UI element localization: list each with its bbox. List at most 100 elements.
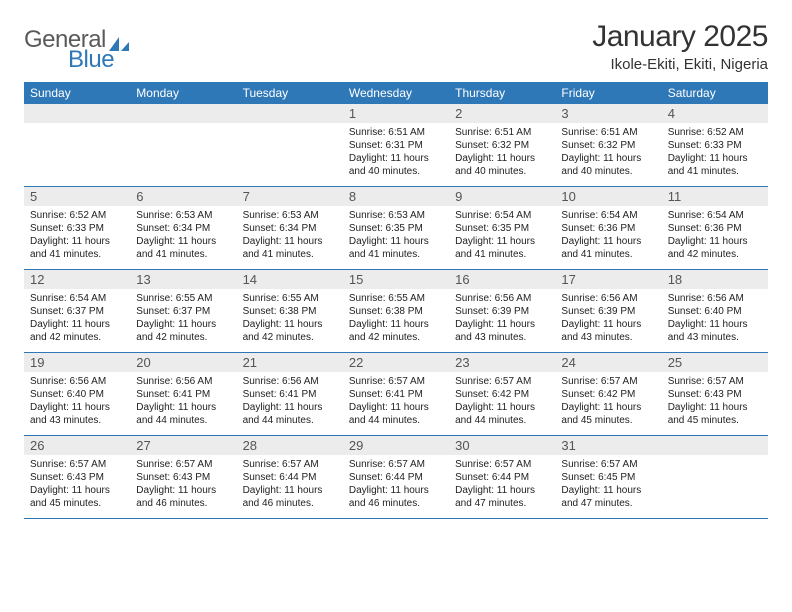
- sunset-text: Sunset: 6:41 PM: [136, 388, 230, 401]
- day-body: Sunrise: 6:57 AMSunset: 6:44 PMDaylight:…: [449, 455, 555, 518]
- week-row: 19Sunrise: 6:56 AMSunset: 6:40 PMDayligh…: [24, 353, 768, 436]
- week-row: 26Sunrise: 6:57 AMSunset: 6:43 PMDayligh…: [24, 436, 768, 519]
- dow-cell: Sunday: [24, 82, 130, 104]
- day-body: Sunrise: 6:55 AMSunset: 6:38 PMDaylight:…: [237, 289, 343, 352]
- daylight-text: Daylight: 11 hours and 41 minutes.: [668, 152, 762, 178]
- day-number: 22: [343, 353, 449, 372]
- sunset-text: Sunset: 6:39 PM: [455, 305, 549, 318]
- sunset-text: Sunset: 6:40 PM: [30, 388, 124, 401]
- sunrise-text: Sunrise: 6:56 AM: [30, 375, 124, 388]
- day-body: Sunrise: 6:54 AMSunset: 6:37 PMDaylight:…: [24, 289, 130, 352]
- daylight-text: Daylight: 11 hours and 47 minutes.: [455, 484, 549, 510]
- day-number: 4: [662, 104, 768, 123]
- sunset-text: Sunset: 6:41 PM: [243, 388, 337, 401]
- day-number: 10: [555, 187, 661, 206]
- sunrise-text: Sunrise: 6:52 AM: [30, 209, 124, 222]
- day-cell: 26Sunrise: 6:57 AMSunset: 6:43 PMDayligh…: [24, 436, 130, 518]
- day-number: [237, 104, 343, 123]
- daylight-text: Daylight: 11 hours and 41 minutes.: [349, 235, 443, 261]
- sunrise-text: Sunrise: 6:57 AM: [349, 458, 443, 471]
- daylight-text: Daylight: 11 hours and 44 minutes.: [243, 401, 337, 427]
- sunrise-text: Sunrise: 6:51 AM: [349, 126, 443, 139]
- daylight-text: Daylight: 11 hours and 42 minutes.: [668, 235, 762, 261]
- day-cell: 13Sunrise: 6:55 AMSunset: 6:37 PMDayligh…: [130, 270, 236, 352]
- daylight-text: Daylight: 11 hours and 45 minutes.: [30, 484, 124, 510]
- day-number: 5: [24, 187, 130, 206]
- day-number: 23: [449, 353, 555, 372]
- day-body: Sunrise: 6:56 AMSunset: 6:41 PMDaylight:…: [237, 372, 343, 435]
- sunrise-text: Sunrise: 6:55 AM: [349, 292, 443, 305]
- sunset-text: Sunset: 6:36 PM: [561, 222, 655, 235]
- day-body: Sunrise: 6:54 AMSunset: 6:36 PMDaylight:…: [555, 206, 661, 269]
- daylight-text: Daylight: 11 hours and 46 minutes.: [243, 484, 337, 510]
- sunset-text: Sunset: 6:45 PM: [561, 471, 655, 484]
- day-body: Sunrise: 6:57 AMSunset: 6:42 PMDaylight:…: [449, 372, 555, 435]
- day-body: Sunrise: 6:53 AMSunset: 6:34 PMDaylight:…: [237, 206, 343, 269]
- day-cell: 27Sunrise: 6:57 AMSunset: 6:43 PMDayligh…: [130, 436, 236, 518]
- day-cell: 3Sunrise: 6:51 AMSunset: 6:32 PMDaylight…: [555, 104, 661, 186]
- logo-sail-icon: [108, 36, 130, 54]
- sunrise-text: Sunrise: 6:57 AM: [349, 375, 443, 388]
- day-body: Sunrise: 6:57 AMSunset: 6:43 PMDaylight:…: [130, 455, 236, 518]
- dow-cell: Friday: [555, 82, 661, 104]
- daylight-text: Daylight: 11 hours and 42 minutes.: [243, 318, 337, 344]
- day-number: 8: [343, 187, 449, 206]
- daylight-text: Daylight: 11 hours and 44 minutes.: [455, 401, 549, 427]
- dow-cell: Thursday: [449, 82, 555, 104]
- day-body: Sunrise: 6:55 AMSunset: 6:37 PMDaylight:…: [130, 289, 236, 352]
- day-cell: 14Sunrise: 6:55 AMSunset: 6:38 PMDayligh…: [237, 270, 343, 352]
- day-cell: 16Sunrise: 6:56 AMSunset: 6:39 PMDayligh…: [449, 270, 555, 352]
- day-cell: 2Sunrise: 6:51 AMSunset: 6:32 PMDaylight…: [449, 104, 555, 186]
- day-cell: 17Sunrise: 6:56 AMSunset: 6:39 PMDayligh…: [555, 270, 661, 352]
- daylight-text: Daylight: 11 hours and 46 minutes.: [349, 484, 443, 510]
- day-cell: 1Sunrise: 6:51 AMSunset: 6:31 PMDaylight…: [343, 104, 449, 186]
- sunrise-text: Sunrise: 6:56 AM: [243, 375, 337, 388]
- sunset-text: Sunset: 6:39 PM: [561, 305, 655, 318]
- sunrise-text: Sunrise: 6:56 AM: [561, 292, 655, 305]
- sunset-text: Sunset: 6:38 PM: [349, 305, 443, 318]
- sunset-text: Sunset: 6:42 PM: [561, 388, 655, 401]
- sunset-text: Sunset: 6:41 PM: [349, 388, 443, 401]
- day-body: Sunrise: 6:53 AMSunset: 6:35 PMDaylight:…: [343, 206, 449, 269]
- day-number: 1: [343, 104, 449, 123]
- day-body: Sunrise: 6:57 AMSunset: 6:45 PMDaylight:…: [555, 455, 661, 518]
- daylight-text: Daylight: 11 hours and 42 minutes.: [30, 318, 124, 344]
- daylight-text: Daylight: 11 hours and 44 minutes.: [349, 401, 443, 427]
- daylight-text: Daylight: 11 hours and 40 minutes.: [561, 152, 655, 178]
- calendar: SundayMondayTuesdayWednesdayThursdayFrid…: [24, 82, 768, 519]
- day-cell: 21Sunrise: 6:56 AMSunset: 6:41 PMDayligh…: [237, 353, 343, 435]
- sunrise-text: Sunrise: 6:53 AM: [243, 209, 337, 222]
- location: Ikole-Ekiti, Ekiti, Nigeria: [592, 56, 768, 73]
- sunrise-text: Sunrise: 6:53 AM: [136, 209, 230, 222]
- sunrise-text: Sunrise: 6:57 AM: [561, 458, 655, 471]
- day-body: [237, 123, 343, 177]
- day-cell: 29Sunrise: 6:57 AMSunset: 6:44 PMDayligh…: [343, 436, 449, 518]
- day-number: 28: [237, 436, 343, 455]
- day-body: Sunrise: 6:56 AMSunset: 6:40 PMDaylight:…: [662, 289, 768, 352]
- day-body: Sunrise: 6:51 AMSunset: 6:32 PMDaylight:…: [555, 123, 661, 186]
- sunset-text: Sunset: 6:33 PM: [30, 222, 124, 235]
- day-body: Sunrise: 6:57 AMSunset: 6:44 PMDaylight:…: [343, 455, 449, 518]
- sunset-text: Sunset: 6:32 PM: [455, 139, 549, 152]
- day-body: [24, 123, 130, 177]
- day-number: 29: [343, 436, 449, 455]
- title-block: January 2025 Ikole-Ekiti, Ekiti, Nigeria: [592, 20, 768, 73]
- dow-row: SundayMondayTuesdayWednesdayThursdayFrid…: [24, 82, 768, 104]
- sunrise-text: Sunrise: 6:52 AM: [668, 126, 762, 139]
- day-body: Sunrise: 6:55 AMSunset: 6:38 PMDaylight:…: [343, 289, 449, 352]
- day-body: Sunrise: 6:56 AMSunset: 6:39 PMDaylight:…: [449, 289, 555, 352]
- sunrise-text: Sunrise: 6:56 AM: [136, 375, 230, 388]
- sunrise-text: Sunrise: 6:57 AM: [561, 375, 655, 388]
- daylight-text: Daylight: 11 hours and 41 minutes.: [30, 235, 124, 261]
- day-number: 9: [449, 187, 555, 206]
- daylight-text: Daylight: 11 hours and 40 minutes.: [349, 152, 443, 178]
- day-number: 18: [662, 270, 768, 289]
- sunset-text: Sunset: 6:42 PM: [455, 388, 549, 401]
- day-cell: 7Sunrise: 6:53 AMSunset: 6:34 PMDaylight…: [237, 187, 343, 269]
- day-body: Sunrise: 6:54 AMSunset: 6:35 PMDaylight:…: [449, 206, 555, 269]
- sunset-text: Sunset: 6:44 PM: [243, 471, 337, 484]
- day-cell: 31Sunrise: 6:57 AMSunset: 6:45 PMDayligh…: [555, 436, 661, 518]
- day-number: 13: [130, 270, 236, 289]
- day-body: Sunrise: 6:56 AMSunset: 6:41 PMDaylight:…: [130, 372, 236, 435]
- day-number: 7: [237, 187, 343, 206]
